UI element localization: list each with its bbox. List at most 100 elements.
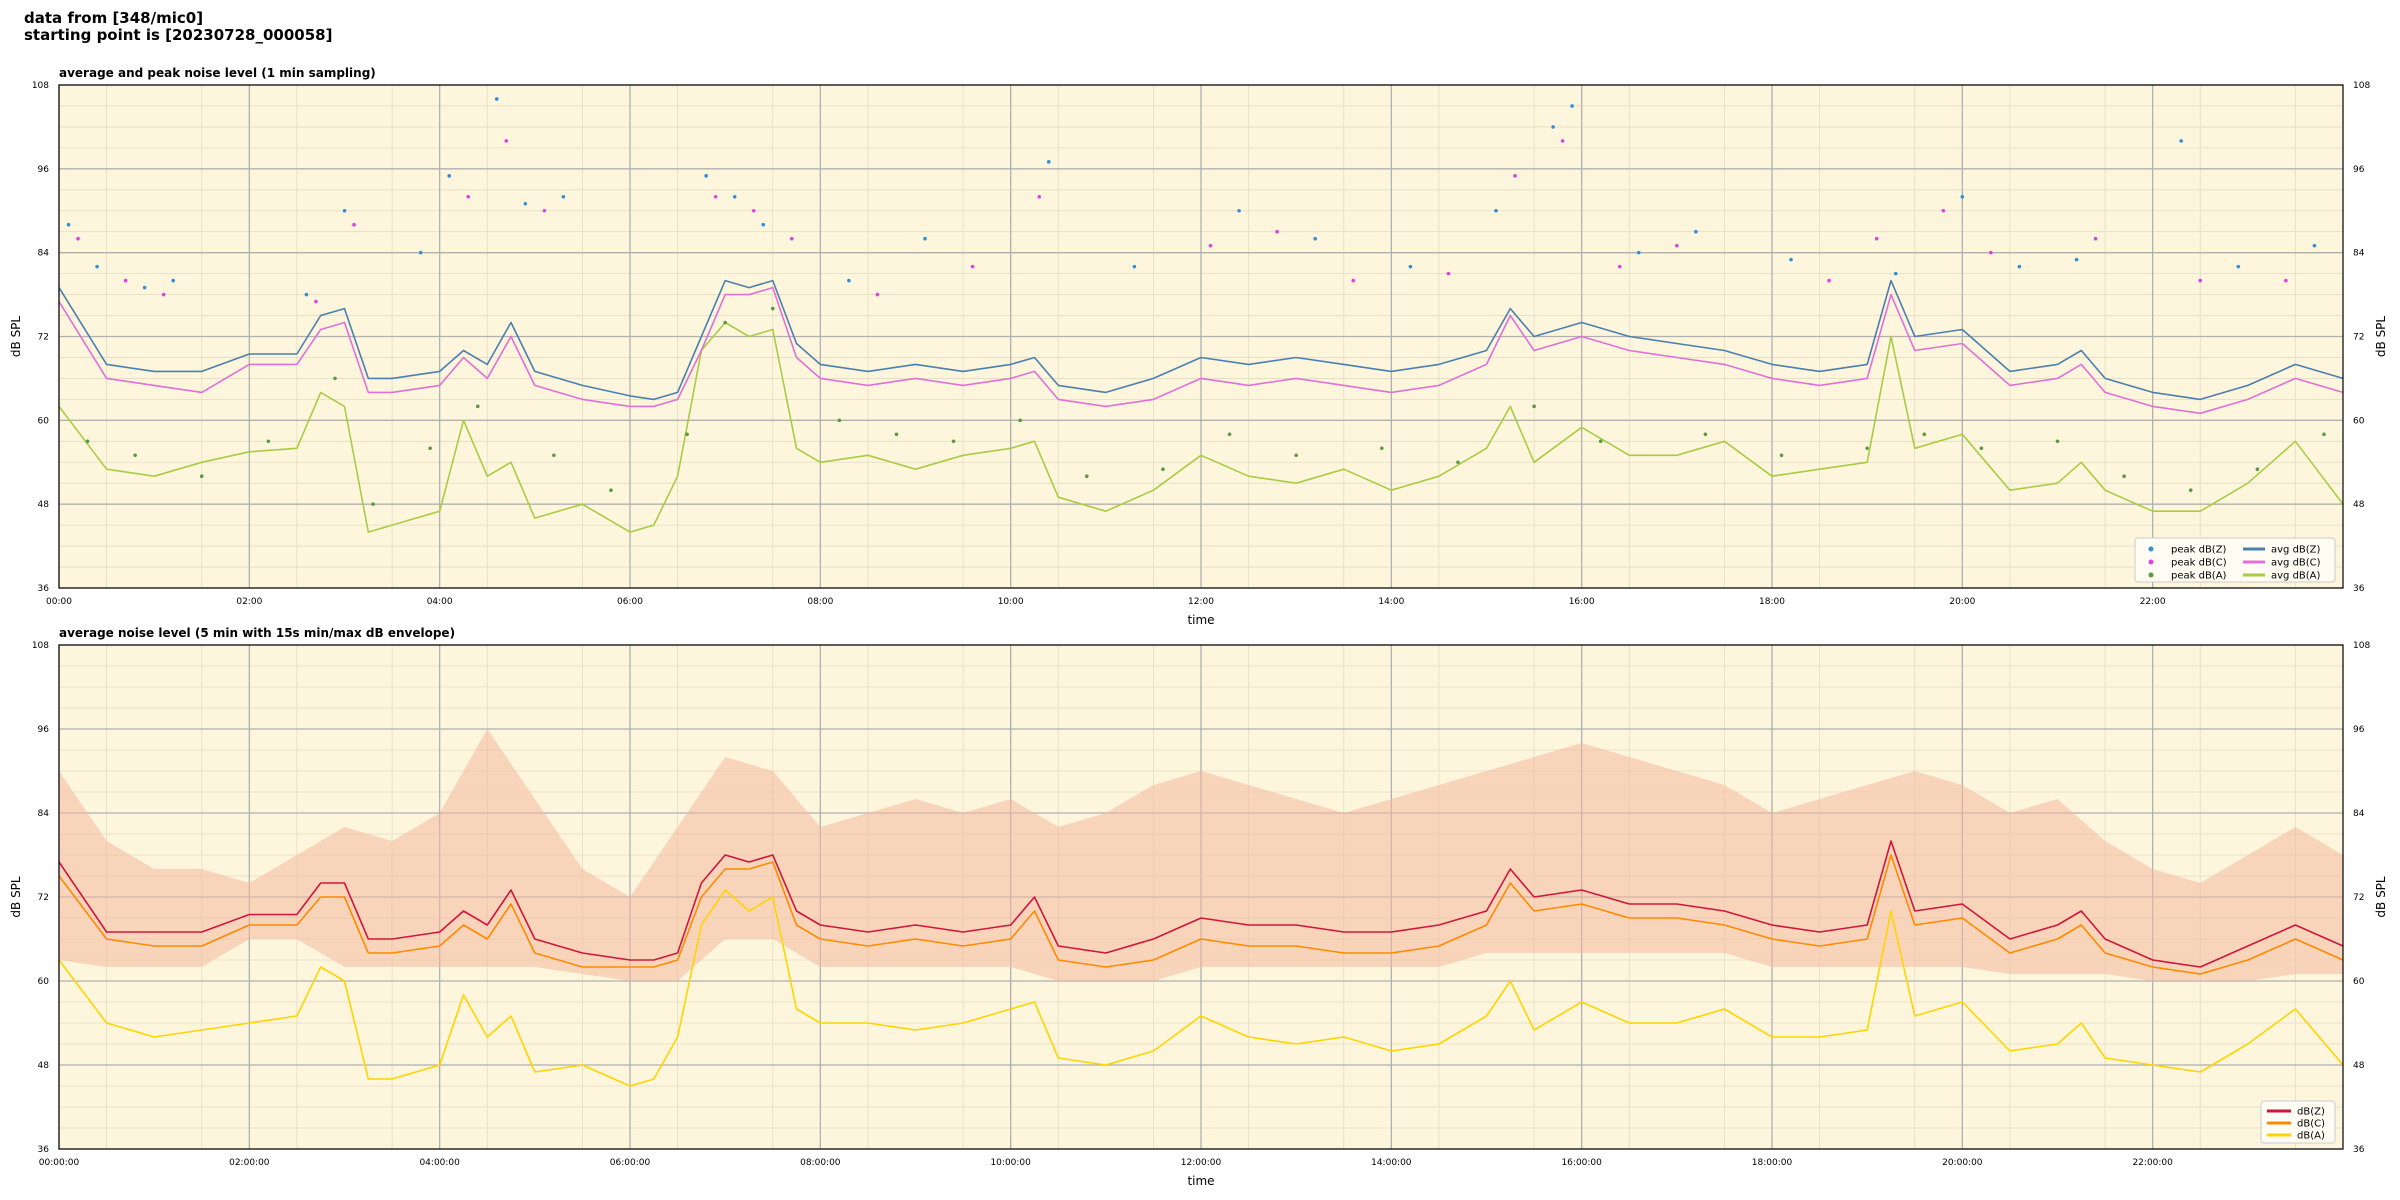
legend-label: avg dB(C) xyxy=(2271,558,2321,569)
y-tick-label-left: 48 xyxy=(38,1061,50,1071)
peak-point xyxy=(428,446,432,451)
y-tick-label-left: 108 xyxy=(32,81,49,91)
peak-point xyxy=(1941,208,1946,213)
peak-point xyxy=(713,194,718,199)
legend-box xyxy=(2134,537,2336,583)
peak-point xyxy=(1570,104,1574,108)
legend-label: avg dB(A) xyxy=(2271,571,2321,582)
peak-point xyxy=(2093,236,2098,241)
peak-point xyxy=(770,306,775,311)
peak-point xyxy=(1893,271,1898,276)
x-tick-label: 10:00:00 xyxy=(990,1158,1031,1168)
legend-marker xyxy=(2148,572,2154,578)
peak-point xyxy=(732,194,737,199)
plot-frame xyxy=(58,84,2344,589)
peak-point xyxy=(1132,264,1137,269)
peak-point xyxy=(494,97,499,101)
peak-point xyxy=(1446,271,1451,276)
peak-point xyxy=(951,439,956,444)
x-axis-label: time xyxy=(1187,613,1214,627)
peak-point xyxy=(142,285,147,290)
peak-point xyxy=(447,174,451,178)
y-tick-label-right: 84 xyxy=(2353,249,2365,259)
x-tick-label: 06:00:00 xyxy=(610,1158,651,1168)
x-tick-label: 02:00:00 xyxy=(229,1158,270,1168)
peak-point xyxy=(1694,229,1698,234)
y-tick-label-left: 84 xyxy=(38,809,50,819)
peak-point xyxy=(475,404,480,409)
legend-label: peak dB(C) xyxy=(2171,558,2227,569)
peak-point xyxy=(1351,278,1356,283)
peak-point xyxy=(789,236,794,241)
x-tick-label: 14:00 xyxy=(1378,597,1404,607)
y-tick-label-left: 36 xyxy=(38,1145,50,1155)
peak-point xyxy=(2198,278,2203,283)
legend-marker xyxy=(2148,546,2154,552)
plot-frame xyxy=(58,644,2344,1150)
y-tick-label-right: 72 xyxy=(2353,333,2364,343)
y-tick-label-right: 60 xyxy=(2353,416,2365,426)
peak-point xyxy=(1827,278,1831,283)
x-tick-label: 00:00 xyxy=(46,597,72,607)
peak-point xyxy=(1779,453,1784,458)
peak-point xyxy=(314,299,318,304)
peak-point xyxy=(342,208,347,213)
figure-header: data from [348/mic0] starting point is [… xyxy=(24,10,332,44)
y-tick-label-right: 48 xyxy=(2353,500,2365,510)
y-tick-label-left: 48 xyxy=(38,500,50,510)
peak-point xyxy=(466,194,471,199)
peak-point xyxy=(1960,194,1965,199)
peak-point xyxy=(133,453,137,458)
peak-point xyxy=(1456,460,1460,465)
peak-point xyxy=(1085,474,1089,479)
peak-point xyxy=(304,292,309,297)
peak-point xyxy=(1237,208,1241,213)
x-tick-label: 00:00:00 xyxy=(39,1158,80,1168)
peak-point xyxy=(2312,243,2317,248)
peak-point xyxy=(1513,174,1517,178)
chart-legend: peak dB(Z) peak dB(C) peak dB(A) avg dB(Z) a… xyxy=(2134,537,2336,583)
series-line-avgdba xyxy=(58,321,2344,533)
peak-point xyxy=(923,236,927,241)
x-tick-label: 02:00 xyxy=(236,597,262,607)
legend-label: avg dB(Z) xyxy=(2271,545,2321,556)
minmax-envelope xyxy=(59,729,2343,981)
peak-point xyxy=(1874,236,1879,241)
x-tick-label: 12:00:00 xyxy=(1181,1158,1222,1168)
chart-peak-noise: average and peak noise level (1 min samp… xyxy=(9,66,2388,627)
x-tick-label: 20:00:00 xyxy=(1942,1158,1983,1168)
peak-point xyxy=(1989,250,1993,255)
y-tick-label-left: 72 xyxy=(38,333,49,343)
peak-point xyxy=(2188,488,2193,492)
y-tick-label-left: 72 xyxy=(38,893,49,903)
peak-point xyxy=(2284,278,2288,283)
x-tick-label: 04:00:00 xyxy=(419,1158,460,1168)
peak-point xyxy=(1636,250,1641,255)
peak-point xyxy=(95,264,99,269)
peak-point xyxy=(704,174,708,178)
peak-point xyxy=(371,502,375,506)
peak-point xyxy=(1789,257,1793,262)
peak-point xyxy=(199,474,204,479)
x-tick-label: 22:00 xyxy=(2140,597,2166,607)
peak-point xyxy=(723,320,727,325)
x-tick-label: 16:00:00 xyxy=(1561,1158,1602,1168)
peak-point xyxy=(2055,439,2060,444)
x-tick-label: 06:00 xyxy=(617,597,643,607)
peak-point xyxy=(2179,139,2184,143)
y-axis-label-left: dB SPL xyxy=(9,316,23,358)
x-axis-label: time xyxy=(1187,1174,1214,1188)
x-tick-label: 16:00 xyxy=(1569,597,1595,607)
y-tick-label-left: 96 xyxy=(38,165,50,175)
series-line-avgdbz xyxy=(58,279,2344,401)
y-tick-label-right: 36 xyxy=(2353,1145,2365,1155)
series-line-dbc xyxy=(58,854,2344,975)
peak-point xyxy=(171,278,175,283)
peak-point xyxy=(418,250,423,255)
y-tick-label-left: 60 xyxy=(38,977,50,987)
data-source-label: data from [348/mic0] xyxy=(24,9,204,27)
peak-point xyxy=(504,139,509,143)
y-tick-label-right: 72 xyxy=(2353,893,2364,903)
peak-point xyxy=(1275,229,1279,234)
x-tick-label: 18:00 xyxy=(1759,597,1785,607)
